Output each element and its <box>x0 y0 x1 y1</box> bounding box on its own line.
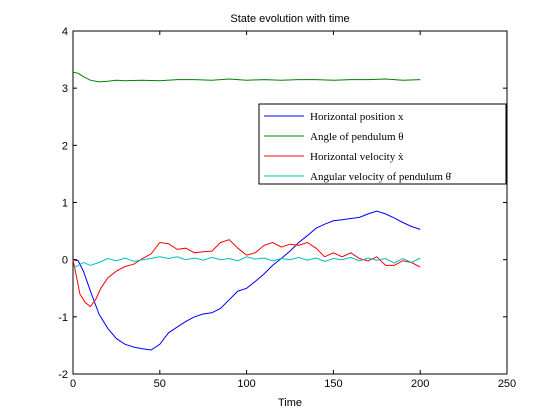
y-tick-label: 3 <box>62 83 68 95</box>
x-tick-label: 0 <box>70 378 76 390</box>
legend-label: Horizontal velocity ẋ <box>310 151 404 163</box>
legend-label: Horizontal position x <box>310 111 404 123</box>
y-tick-label: -2 <box>58 369 68 381</box>
x-tick-label: 150 <box>324 378 342 390</box>
series-line-4 <box>72 256 421 269</box>
x-tick-label: 50 <box>154 378 166 390</box>
series-line-1 <box>72 210 421 351</box>
legend: Horizontal position x Angle of pendulum θ… <box>258 103 507 185</box>
y-tick-label: -1 <box>58 312 68 324</box>
plot-area <box>72 30 508 375</box>
x-axis-label: Time <box>278 397 302 409</box>
series-line-2 <box>72 71 421 83</box>
legend-label: Angle of pendulum θ <box>310 131 404 143</box>
x-tick-label: 250 <box>498 378 516 390</box>
y-tick-label: 4 <box>62 26 68 38</box>
series-line-3 <box>72 239 421 308</box>
x-tick-label: 200 <box>411 378 429 390</box>
legend-box <box>258 103 507 185</box>
series-lines <box>72 71 421 351</box>
x-tick-label: 100 <box>237 378 255 390</box>
chart-title: State evolution with time <box>230 13 349 25</box>
y-tick-label: 2 <box>62 140 68 152</box>
legend-label: Angular velocity of pendulum θ̇ <box>310 171 452 183</box>
y-tick-label: 0 <box>62 255 68 267</box>
axis-ticks: 0 50 100 150 200 250 -2 -1 0 1 2 3 4 <box>58 26 516 390</box>
y-tick-label: 1 <box>62 198 68 210</box>
